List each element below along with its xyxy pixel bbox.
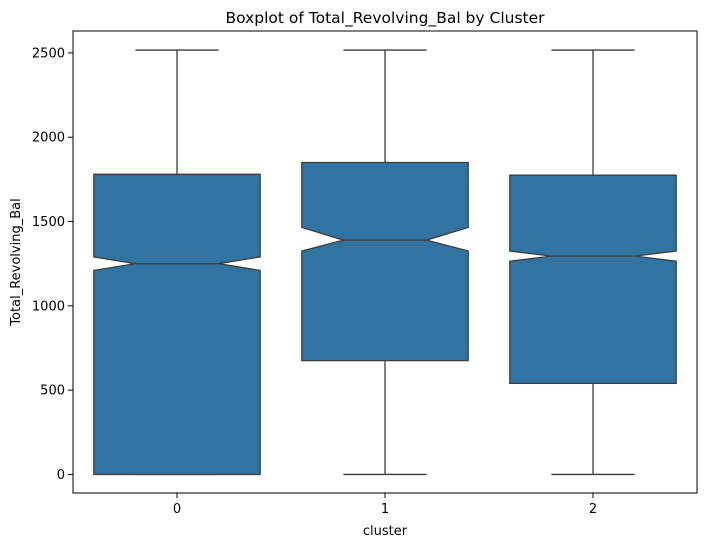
box-group-cluster-2	[509, 49, 677, 476]
x-tick-label: 2	[589, 502, 597, 517]
chart-title: Boxplot of Total_Revolving_Bal by Cluste…	[225, 9, 545, 28]
y-tick-label: 1500	[32, 215, 65, 230]
x-tick-label: 1	[381, 502, 389, 517]
box-group-cluster-0	[93, 49, 261, 476]
x-axis-label: cluster	[363, 524, 408, 539]
box-body	[509, 174, 677, 385]
y-tick-label: 2500	[32, 46, 65, 61]
y-tick-label: 0	[57, 468, 65, 483]
y-axis-label: Total_Revolving_Bal	[9, 198, 24, 326]
y-tick-label: 1000	[32, 299, 65, 314]
y-axis: 0 500 1000 1500 2000 2500	[32, 46, 73, 483]
plot-area	[93, 49, 677, 476]
box-group-cluster-1	[301, 49, 469, 476]
y-tick-label: 500	[40, 384, 65, 399]
y-tick-label: 2000	[32, 131, 65, 146]
x-tick-label: 0	[173, 502, 181, 517]
box-body	[301, 161, 469, 362]
box-body	[93, 173, 261, 476]
x-axis: 0 1 2	[173, 493, 597, 517]
